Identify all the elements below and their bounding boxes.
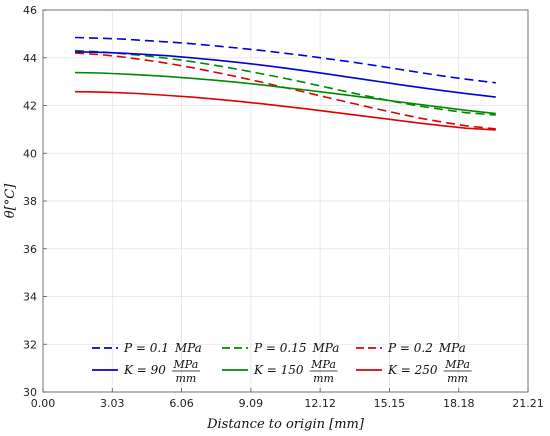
y-tick-label: 32: [23, 338, 37, 351]
x-tick-label: 0.00: [31, 397, 56, 410]
legend-unit: MPa: [438, 341, 466, 355]
y-tick-label: 42: [23, 100, 37, 113]
legend-label-1: P = 0.1: [123, 341, 169, 355]
y-tick-label: 34: [23, 291, 37, 304]
legend: P = 0.1 MPa P = 0.15 MPa P = 0.2 MPa K = 90 MPa…: [92, 341, 472, 385]
y-tick-label: 46: [23, 4, 37, 17]
y-tick-label: 40: [23, 147, 37, 160]
legend-unit-numerator: MPa: [310, 358, 336, 371]
legend-label-4: K = 90: [123, 363, 166, 377]
series-line-5: [74, 71, 496, 115]
series-layer: [74, 36, 496, 131]
series-line-4: [74, 51, 496, 98]
x-tick-label: 21.21: [512, 397, 544, 410]
x-tick-label: 3.03: [100, 397, 125, 410]
y-axis: 30 32 34 36 38 40 42 44 46: [23, 4, 47, 399]
x-tick-label: 9.09: [239, 397, 264, 410]
x-tick-label: 12.12: [304, 397, 336, 410]
legend-unit-denominator: mm: [313, 372, 334, 385]
x-tick-label: 6.06: [169, 397, 194, 410]
y-tick-label: 38: [23, 195, 37, 208]
legend-unit-denominator: mm: [175, 372, 196, 385]
legend-unit: MPa: [174, 341, 202, 355]
series-line-2: [74, 49, 496, 116]
x-tick-label: 15.15: [374, 397, 406, 410]
x-axis-title: Distance to origin [mm]: [206, 417, 365, 432]
x-axis: 0.00 3.03 6.06 9.09 12.12 15.15 18.18 21.21: [31, 388, 544, 410]
legend-label-5: K = 150: [253, 363, 304, 377]
series-line-1: [74, 36, 496, 84]
legend-unit: MPa: [311, 341, 339, 355]
y-tick-label: 36: [23, 243, 37, 256]
y-axis-title: θ[°C]: [3, 183, 18, 218]
y-tick-label: 30: [23, 386, 37, 399]
legend-label-2: P = 0.15: [253, 341, 306, 355]
y-tick-label: 44: [23, 52, 37, 65]
legend-label-6: K = 250: [387, 363, 438, 377]
x-tick-label: 18.18: [443, 397, 475, 410]
legend-label-3: P = 0.2: [387, 341, 433, 355]
legend-unit-denominator: mm: [447, 372, 468, 385]
series-line-6: [74, 90, 496, 131]
legend-unit-numerator: MPa: [444, 358, 470, 371]
legend-unit-numerator: MPa: [173, 358, 199, 371]
